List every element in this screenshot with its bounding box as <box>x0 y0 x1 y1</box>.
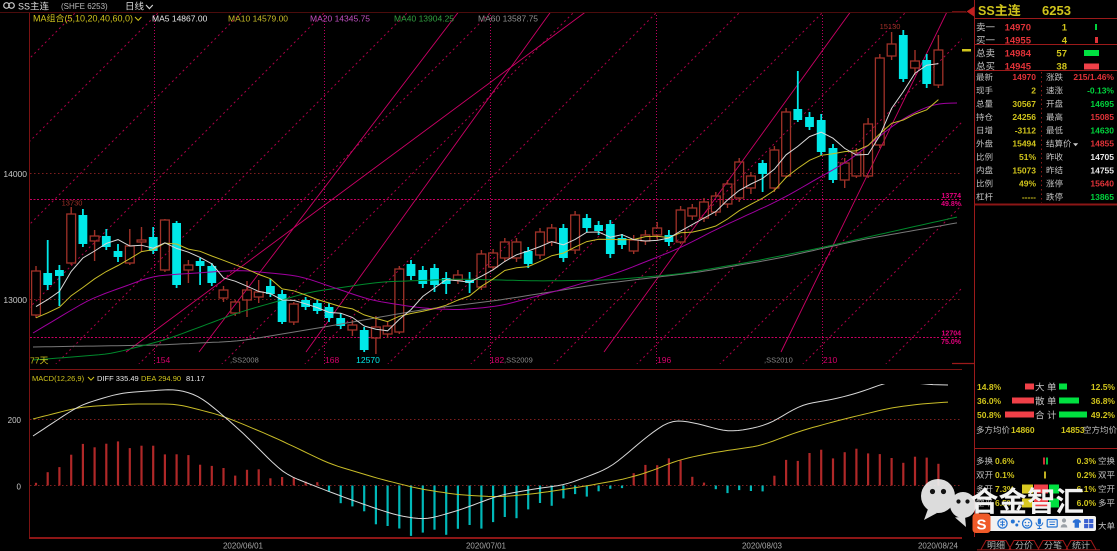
svg-text:14855: 14855 <box>1090 139 1114 149</box>
svg-text:0.3%: 0.3% <box>1077 456 1097 466</box>
svg-text:MACD(12,26,9): MACD(12,26,9) <box>32 374 85 383</box>
svg-text:2020/08/24: 2020/08/24 <box>918 542 959 551</box>
svg-text:2: 2 <box>1031 86 1036 96</box>
svg-text:-0.13%: -0.13% <box>1087 86 1114 96</box>
svg-text:14.8%: 14.8% <box>977 382 1002 392</box>
svg-text:14630: 14630 <box>1090 125 1114 135</box>
svg-text:6253: 6253 <box>1042 3 1071 18</box>
svg-text:49%: 49% <box>1019 179 1036 189</box>
svg-text:24256: 24256 <box>1012 112 1036 122</box>
svg-text:14755: 14755 <box>1090 165 1114 175</box>
svg-text:36.8%: 36.8% <box>1091 396 1116 406</box>
svg-text:0.1%: 0.1% <box>995 470 1015 480</box>
svg-text:14695: 14695 <box>1090 99 1114 109</box>
svg-text:,SS2010: ,SS2010 <box>764 356 793 365</box>
svg-text:51%: 51% <box>1019 152 1036 162</box>
svg-text:168: 168 <box>325 355 339 365</box>
svg-text:182: 182 <box>490 355 504 365</box>
svg-text:2020/08/03: 2020/08/03 <box>742 542 783 551</box>
svg-text:4: 4 <box>1062 36 1068 47</box>
svg-text:S: S <box>976 517 986 534</box>
svg-text:14705: 14705 <box>1090 152 1114 162</box>
svg-text:14970: 14970 <box>1012 72 1036 82</box>
svg-text:0: 0 <box>17 483 22 492</box>
svg-text:12704: 12704 <box>942 331 962 338</box>
svg-text:50.8%: 50.8% <box>977 410 1002 420</box>
svg-text:154: 154 <box>156 355 170 365</box>
svg-text:SS: SS <box>18 2 30 12</box>
svg-text:MA60 13587.75: MA60 13587.75 <box>478 14 538 24</box>
svg-text:-----: ----- <box>1022 192 1036 202</box>
svg-text:81.17: 81.17 <box>186 374 205 383</box>
svg-text:15085: 15085 <box>1090 112 1114 122</box>
svg-text:36.0%: 36.0% <box>977 396 1002 406</box>
svg-text:15640: 15640 <box>1090 179 1114 189</box>
svg-text:200: 200 <box>8 416 22 425</box>
svg-text:,SS2009: ,SS2009 <box>504 356 533 365</box>
svg-text:215/1.46%: 215/1.46% <box>1073 72 1114 82</box>
svg-text:12570: 12570 <box>356 355 380 365</box>
svg-text:0.6%: 0.6% <box>995 456 1015 466</box>
svg-text:MA: MA <box>33 14 47 24</box>
svg-text:30567: 30567 <box>1012 99 1036 109</box>
svg-text:14853: 14853 <box>1061 425 1085 435</box>
svg-text:75.0%: 75.0% <box>941 339 962 346</box>
svg-text:210: 210 <box>823 355 837 365</box>
svg-text:2020/07/01: 2020/07/01 <box>466 542 507 551</box>
svg-text:77: 77 <box>30 356 40 366</box>
svg-text:7.3%: 7.3% <box>995 484 1015 494</box>
svg-text:49.2%: 49.2% <box>1091 410 1116 420</box>
svg-text:13865: 13865 <box>1090 192 1114 202</box>
svg-text:6.0%: 6.0% <box>1077 498 1097 508</box>
svg-text:15494: 15494 <box>1012 139 1036 149</box>
svg-text:-3112: -3112 <box>1015 125 1037 135</box>
svg-text:(SHFE 6253): (SHFE 6253) <box>61 2 108 11</box>
svg-text:57: 57 <box>1056 49 1067 60</box>
svg-text:14970: 14970 <box>1005 23 1031 34</box>
svg-text:MA20 14345.75: MA20 14345.75 <box>310 14 370 24</box>
svg-text:196: 196 <box>657 355 671 365</box>
svg-text:15073: 15073 <box>1012 165 1036 175</box>
svg-text:SS: SS <box>978 4 995 18</box>
svg-text:13774: 13774 <box>942 193 962 200</box>
svg-text:MA40 13904.25: MA40 13904.25 <box>394 14 454 24</box>
svg-text:49.8%: 49.8% <box>941 201 962 208</box>
svg-text:15130: 15130 <box>880 22 901 31</box>
svg-text:2020/06/01: 2020/06/01 <box>223 542 264 551</box>
svg-text:(5,10,20,40,60,0): (5,10,20,40,60,0) <box>65 14 134 24</box>
svg-text:DEA 294.90: DEA 294.90 <box>141 374 181 383</box>
svg-text:DIFF 335.49: DIFF 335.49 <box>97 374 139 383</box>
svg-text:14860: 14860 <box>1011 425 1035 435</box>
svg-text:14945: 14945 <box>1005 62 1032 73</box>
svg-text:38: 38 <box>1056 62 1067 73</box>
svg-text:,SS2008: ,SS2008 <box>230 356 259 365</box>
svg-text:14000: 14000 <box>3 169 27 179</box>
svg-text:0.2%: 0.2% <box>1077 470 1097 480</box>
svg-text:MA5 14867.00: MA5 14867.00 <box>152 14 208 24</box>
svg-text:14955: 14955 <box>1005 36 1032 47</box>
svg-text:13000: 13000 <box>3 295 27 305</box>
svg-text:MA10 14579.00: MA10 14579.00 <box>228 14 288 24</box>
svg-text:13730: 13730 <box>62 199 83 208</box>
svg-text:6.1%: 6.1% <box>1077 484 1097 494</box>
svg-text:1: 1 <box>1062 23 1068 34</box>
svg-text:14984: 14984 <box>1005 49 1032 60</box>
svg-text:12.5%: 12.5% <box>1091 382 1116 392</box>
